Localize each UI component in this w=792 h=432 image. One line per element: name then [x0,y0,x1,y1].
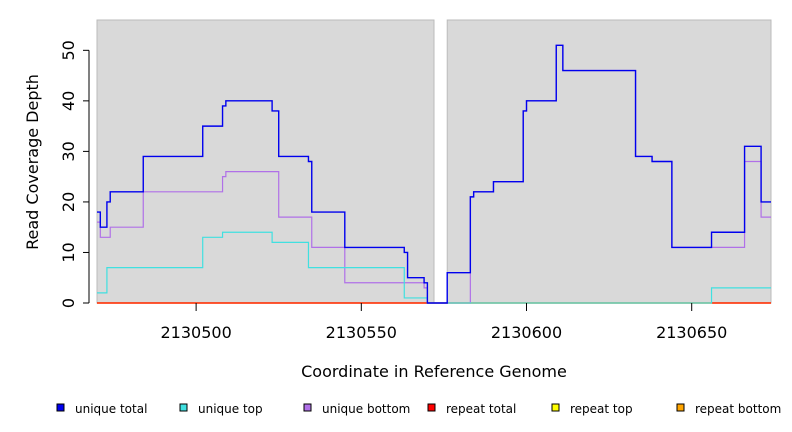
series-line-unique-total [97,44,771,304]
y-tick-label: 20 [59,192,78,212]
x-tick-label: 2130500 [160,323,231,342]
legend-swatch [676,403,685,412]
legend-swatch [551,403,560,412]
y-axis: 0 10 20 30 40 50 [59,40,90,308]
legend-item: repeat total [427,402,516,416]
x-tick-label: 2130600 [491,323,562,342]
legend-label: repeat bottom [695,402,781,416]
legend-item: unique top [179,402,263,416]
plot-panel-left [96,19,435,304]
legend-label: repeat total [446,402,516,416]
legend-label: unique top [198,402,263,416]
x-tick-label: 2130550 [326,323,397,342]
series-layer [97,44,771,304]
plot-panels [96,19,772,304]
x-tick-label: 2130650 [656,323,727,342]
legend-item: unique bottom [303,402,410,416]
legend-item: repeat top [551,402,633,416]
y-tick-label: 40 [59,91,78,111]
legend-swatch [56,403,65,412]
legend-swatch [179,403,188,412]
legend-label: unique bottom [322,402,410,416]
y-tick-label: 50 [59,40,78,60]
legend-label: repeat top [570,402,633,416]
legend-swatch [303,403,312,412]
legend-label: unique total [75,402,147,416]
plot-panel-right [446,19,772,304]
legend: unique total unique top unique bottom repea… [56,402,781,416]
legend-swatch [427,403,436,412]
legend-item: repeat bottom [676,402,781,416]
y-axis-title: Read Coverage Depth [23,74,42,250]
y-tick-label: 0 [59,298,78,308]
x-axis-title: Coordinate in Reference Genome [301,362,567,381]
x-axis: 2130500 2130550 2130600 2130650 [160,303,727,342]
y-tick-label: 30 [59,141,78,161]
y-tick-label: 10 [59,242,78,262]
legend-item: unique total [56,402,147,416]
